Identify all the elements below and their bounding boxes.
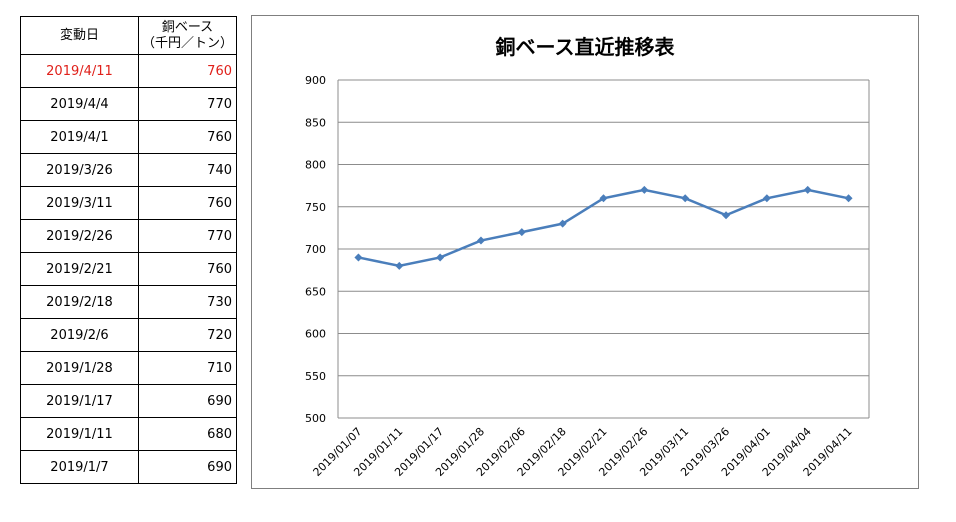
row-value: 680 — [138, 417, 237, 451]
row-value: 770 — [138, 219, 237, 253]
table-row: 2019/2/21 760 — [20, 252, 237, 286]
y-tick-label: 800 — [305, 159, 326, 172]
data-point — [395, 261, 404, 270]
data-point — [844, 194, 853, 203]
table-body: 2019/4/11 760 2019/4/4 770 2019/4/1 760 2019/3… — [20, 54, 237, 484]
data-point — [599, 194, 608, 203]
row-date: 2019/2/18 — [20, 285, 139, 319]
row-date: 2019/4/1 — [20, 120, 139, 154]
row-date: 2019/1/11 — [20, 417, 139, 451]
table-row: 2019/1/11 680 — [20, 417, 237, 451]
row-date: 2019/1/7 — [20, 450, 139, 484]
x-axis-labels: 2019/01/072019/01/112019/01/172019/01/28… — [311, 425, 855, 479]
row-date: 2019/3/26 — [20, 153, 139, 187]
table-row: 2019/1/7 690 — [20, 450, 237, 484]
y-tick-label: 850 — [305, 116, 326, 129]
row-value: 690 — [138, 450, 237, 484]
data-point — [640, 185, 649, 194]
data-point — [436, 253, 445, 262]
row-date: 2019/4/11 — [20, 54, 139, 88]
y-tick-label: 550 — [305, 370, 326, 383]
row-value: 720 — [138, 318, 237, 352]
row-date: 2019/2/26 — [20, 219, 139, 253]
row-value: 760 — [138, 252, 237, 286]
header-date: 変動日 — [20, 16, 139, 55]
row-value: 730 — [138, 285, 237, 319]
row-value: 740 — [138, 153, 237, 187]
row-value: 760 — [138, 186, 237, 220]
row-value: 760 — [138, 120, 237, 154]
price-table: 変動日 銅ベース （千円／トン） 2019/4/11 760 2019/4/4 770… — [20, 16, 237, 484]
y-tick-label: 600 — [305, 328, 326, 341]
y-tick-label: 900 — [305, 74, 326, 87]
row-date: 2019/1/28 — [20, 351, 139, 385]
data-point — [558, 219, 567, 228]
data-point — [762, 194, 771, 203]
table-header-row: 変動日 銅ベース （千円／トン） — [20, 16, 237, 55]
table-row: 2019/4/4 770 — [20, 87, 237, 121]
header-price: 銅ベース （千円／トン） — [138, 16, 237, 55]
y-tick-label: 650 — [305, 285, 326, 298]
row-date: 2019/3/11 — [20, 186, 139, 220]
row-date: 2019/2/6 — [20, 318, 139, 352]
y-axis-labels: 500 550 600 650 700 750 800 850 900 — [305, 74, 326, 425]
row-value: 710 — [138, 351, 237, 385]
table-row: 2019/3/11 760 — [20, 186, 237, 220]
data-point — [476, 236, 485, 245]
row-value: 690 — [138, 384, 237, 418]
line-chart: 銅ベース直近推移表 500 550 600 650 700 750 800 850 900 20… — [305, 35, 870, 479]
table-row: 2019/4/1 760 — [20, 120, 237, 154]
grid-lines — [337, 79, 870, 419]
row-value: 760 — [138, 54, 237, 88]
chart-title: 銅ベース直近推移表 — [496, 35, 676, 59]
data-point — [722, 211, 731, 220]
data-point — [803, 185, 812, 194]
table-row: 2019/1/17 690 — [20, 384, 237, 418]
table-row: 2019/1/28 710 — [20, 351, 237, 385]
y-tick-label: 700 — [305, 243, 326, 256]
row-value: 770 — [138, 87, 237, 121]
table-row: 2019/2/6 720 — [20, 318, 237, 352]
row-date: 2019/1/17 — [20, 384, 139, 418]
data-point — [354, 253, 363, 262]
data-point — [681, 194, 690, 203]
table-row: 2019/2/26 770 — [20, 219, 237, 253]
y-tick-label: 750 — [305, 201, 326, 214]
series-group — [354, 185, 853, 270]
data-point — [517, 228, 526, 237]
chart-area: 銅ベース直近推移表 500 550 600 650 700 750 800 850 900 20… — [251, 15, 919, 489]
table-row: 2019/2/18 730 — [20, 285, 237, 319]
row-date: 2019/4/4 — [20, 87, 139, 121]
y-tick-label: 500 — [305, 412, 326, 425]
table-row: 2019/3/26 740 — [20, 153, 237, 187]
table-row: 2019/4/11 760 — [20, 54, 237, 88]
row-date: 2019/2/21 — [20, 252, 139, 286]
